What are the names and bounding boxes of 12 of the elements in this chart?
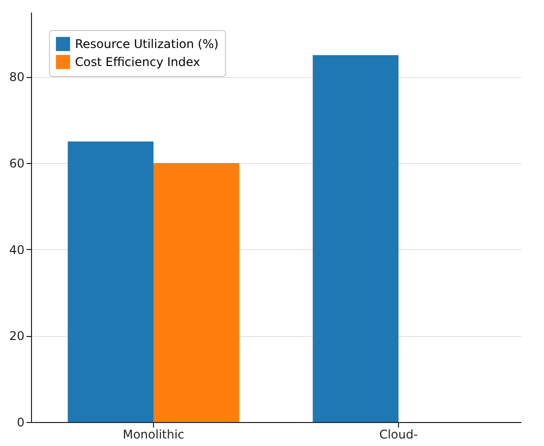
y-tick-label: 20 — [9, 329, 24, 344]
x-tick-label: Monolithic — [122, 428, 184, 442]
y-tick-label: 80 — [9, 70, 24, 84]
bar — [154, 163, 240, 422]
y-tick-label: 0 — [16, 416, 24, 430]
bar — [68, 141, 154, 422]
legend-label: Cost Efficiency Index — [75, 55, 200, 69]
y-tick-label: 60 — [9, 156, 24, 171]
bar — [312, 55, 398, 422]
legend-label: Resource Utilization (%) — [75, 37, 219, 51]
y-tick-label: 40 — [9, 242, 24, 257]
x-tick-label: Cloud- — [379, 428, 418, 442]
